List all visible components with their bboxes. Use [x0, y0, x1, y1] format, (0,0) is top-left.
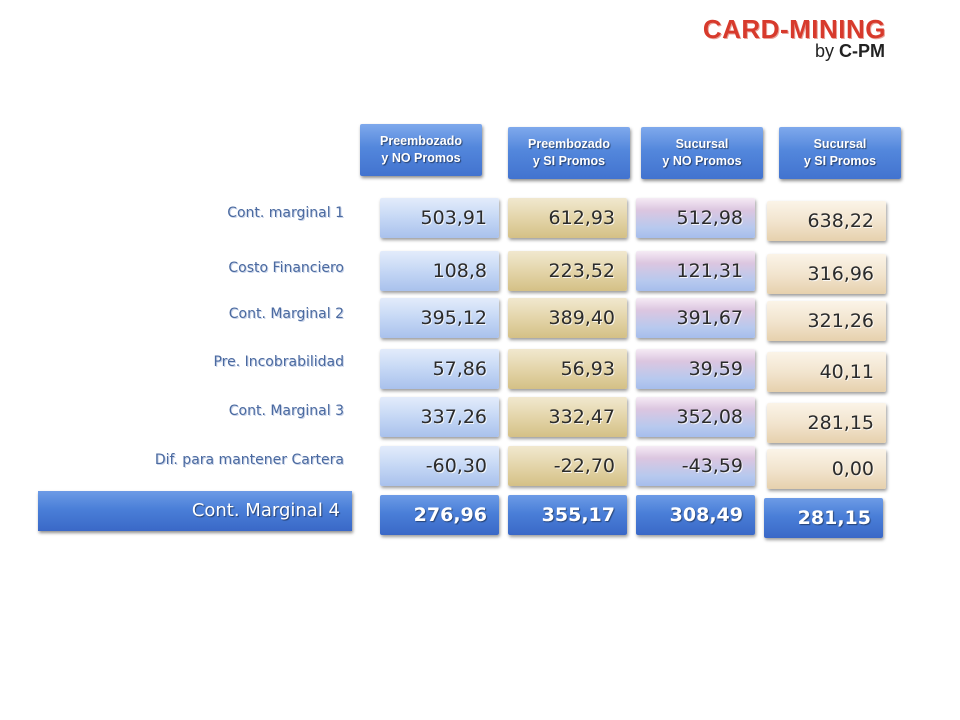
row-label-costo-financiero: Costo Financiero [228, 260, 344, 276]
value-cell: 223,52 [508, 251, 627, 291]
total-value-cell: 308,49 [636, 495, 755, 535]
card-mining-logo: CARD-MINING by C-PM [683, 10, 923, 62]
row-label-cont-marginal-2: Cont. Marginal 2 [228, 306, 344, 322]
column-header-sucursal-si-promos: Sucursal y SI Promos [779, 127, 901, 179]
value-cell: 316,96 [767, 254, 886, 294]
value-cell: 57,86 [380, 349, 499, 389]
value-cell: 108,8 [380, 251, 499, 291]
column-header-line1: Sucursal [675, 137, 729, 151]
value-cell: -22,70 [508, 446, 627, 486]
row-label-pre-incobrabilidad: Pre. Incobrabilidad [213, 354, 344, 370]
value-cell: 56,93 [508, 349, 627, 389]
value-cell: 39,59 [636, 349, 755, 389]
total-value-cell: 276,96 [380, 495, 499, 535]
row-label-cont-marginal-4: Cont. Marginal 4 [38, 491, 352, 531]
value-cell: 395,12 [380, 298, 499, 338]
column-header-line1: Preembozado [380, 134, 462, 148]
column-header-line2: y SI Promos [532, 154, 606, 168]
value-cell: 321,26 [767, 301, 886, 341]
logo-title: CARD-MINING [702, 14, 886, 44]
value-cell: 337,26 [380, 397, 499, 437]
value-cell: 638,22 [767, 201, 886, 241]
value-cell: 332,47 [508, 397, 627, 437]
value-cell: 391,67 [636, 298, 755, 338]
column-header-preembozado-no-promos: Preembozado y NO Promos [360, 124, 482, 176]
value-cell: -43,59 [636, 446, 755, 486]
value-cell: 121,31 [636, 251, 755, 291]
total-value-cell: 355,17 [508, 495, 627, 535]
logo-sub-prefix: by [814, 41, 834, 61]
logo-sub-brand: C-PM [839, 41, 885, 61]
value-cell: 612,93 [508, 198, 627, 238]
column-header-line2: y SI Promos [803, 154, 877, 168]
value-cell: 512,98 [636, 198, 755, 238]
column-header-sucursal-no-promos: Sucursal y NO Promos [641, 127, 763, 179]
column-header-line2: y NO Promos [381, 151, 461, 165]
row-label-cont-marginal-1: Cont. marginal 1 [227, 205, 344, 221]
value-cell: 389,40 [508, 298, 627, 338]
column-header-line2: y NO Promos [662, 154, 742, 168]
column-header-line1: Preembozado [528, 137, 610, 151]
value-cell: 0,00 [767, 449, 886, 489]
value-cell: 281,15 [767, 403, 886, 443]
row-label-cont-marginal-3: Cont. Marginal 3 [228, 403, 344, 419]
value-cell: 503,91 [380, 198, 499, 238]
row-label-dif-mantener-cartera: Dif. para mantener Cartera [154, 452, 344, 468]
value-cell: -60,30 [380, 446, 499, 486]
total-value-cell: 281,15 [764, 498, 883, 538]
column-header-preembozado-si-promos: Preembozado y SI Promos [508, 127, 630, 179]
value-cell: 352,08 [636, 397, 755, 437]
value-cell: 40,11 [767, 352, 886, 392]
logo-subtitle: by C-PM [815, 41, 885, 62]
column-header-line1: Sucursal [813, 137, 867, 151]
